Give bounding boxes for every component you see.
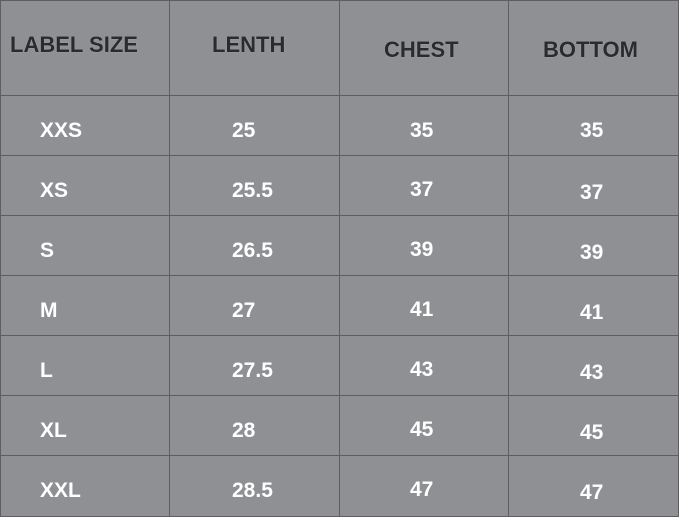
size-label-cell: S xyxy=(40,239,55,262)
column-divider xyxy=(508,0,509,517)
measurement-cell: 25.5 xyxy=(232,179,273,202)
measurement-cell: 41 xyxy=(410,298,434,321)
measurement-cell: 27.5 xyxy=(232,359,273,382)
measurement-cell: 35 xyxy=(580,119,604,142)
measurement-cell: 41 xyxy=(580,301,604,324)
measurement-cell: 39 xyxy=(410,238,434,261)
measurement-cell: 47 xyxy=(410,478,434,501)
measurement-cell: 28 xyxy=(232,419,256,442)
measurement-cell: 43 xyxy=(410,358,434,381)
size-label-cell: XL xyxy=(40,419,67,442)
measurement-cell: 35 xyxy=(410,119,434,142)
measurement-cell: 45 xyxy=(410,418,434,441)
column-divider xyxy=(169,0,170,517)
column-divider xyxy=(339,0,340,517)
measurement-cell: 37 xyxy=(410,178,434,201)
size-label-cell: XS xyxy=(40,179,69,202)
column-header: LENTH xyxy=(212,32,286,57)
measurement-cell: 45 xyxy=(580,421,604,444)
size-label-cell: XXS xyxy=(40,119,83,142)
column-header: LABEL SIZE xyxy=(10,32,138,57)
size-label-cell: XXL xyxy=(40,479,81,502)
measurement-cell: 28.5 xyxy=(232,479,273,502)
measurement-cell: 47 xyxy=(580,481,604,504)
measurement-cell: 37 xyxy=(580,181,604,204)
measurement-cell: 25 xyxy=(232,119,256,142)
size-label-cell: L xyxy=(40,359,53,382)
column-header: CHEST xyxy=(384,37,459,62)
measurement-cell: 43 xyxy=(580,361,604,384)
measurement-cell: 27 xyxy=(232,299,256,322)
column-divider xyxy=(0,0,1,517)
column-header: BOTTOM xyxy=(543,37,638,62)
size-label-cell: M xyxy=(40,299,58,322)
measurement-cell: 26.5 xyxy=(232,239,273,262)
measurement-cell: 39 xyxy=(580,241,604,264)
